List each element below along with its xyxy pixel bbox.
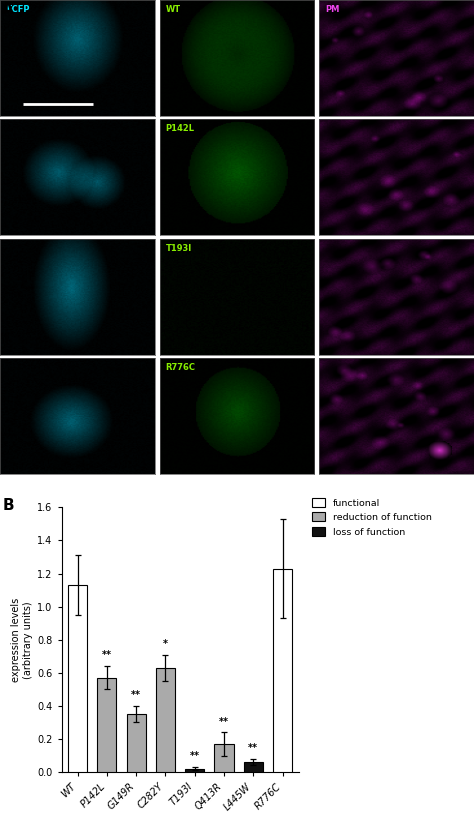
Text: *: * (163, 639, 168, 649)
Text: P142L: P142L (166, 124, 195, 133)
Text: R776C: R776C (166, 363, 196, 372)
Text: **: ** (131, 690, 141, 700)
Text: T193I: T193I (166, 243, 192, 252)
Bar (98, 678, 117, 772)
Bar (127, 714, 146, 772)
Bar (273, 569, 292, 772)
Text: PM: PM (325, 5, 340, 14)
Text: **: ** (190, 752, 200, 761)
Y-axis label: expression levels
(arbitrary units): expression levels (arbitrary units) (11, 597, 33, 682)
Text: **: ** (248, 743, 258, 753)
Text: B: B (2, 498, 14, 513)
Text: **: ** (219, 717, 229, 726)
Bar (156, 667, 175, 772)
Bar (244, 762, 263, 772)
Bar (185, 769, 204, 772)
Text: **: ** (102, 650, 112, 660)
Text: A: A (2, 2, 14, 16)
Text: WT: WT (166, 5, 181, 14)
Bar (68, 585, 87, 772)
Legend: functional, reduction of function, loss of function: functional, reduction of function, loss … (308, 494, 435, 540)
Text: ECFP: ECFP (6, 5, 30, 14)
Bar (215, 744, 234, 772)
